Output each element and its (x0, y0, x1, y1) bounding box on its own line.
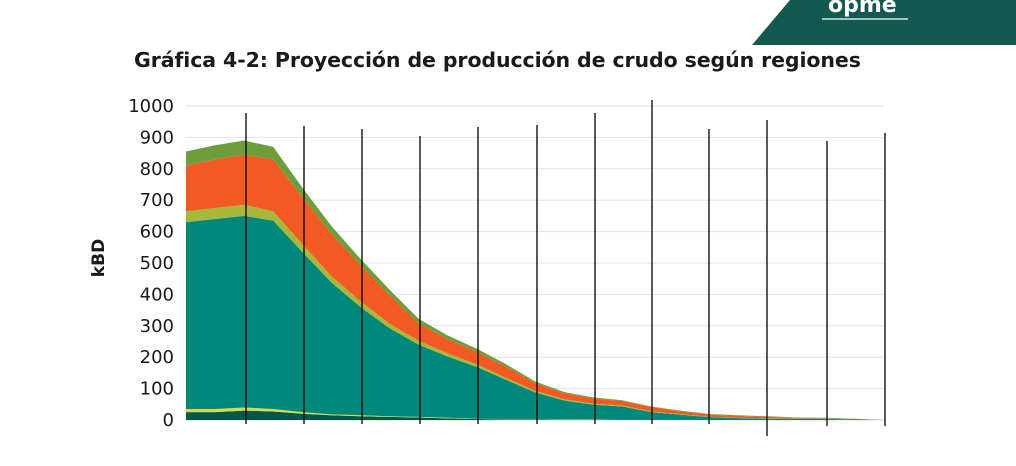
y-tick-label: 100 (140, 379, 174, 400)
y-tick-label: 300 (140, 316, 174, 337)
y-tick-layer: 0 100 200 300 400 500 600 700 800 900 1000 (128, 96, 174, 431)
y-tick-label: 400 (140, 284, 174, 305)
y-tick-label: 0 (163, 410, 174, 431)
y-tick-label: 700 (140, 190, 174, 211)
y-tick-label: 900 (140, 127, 174, 148)
area-series-3 (186, 215, 884, 420)
y-axis-label: kBD (89, 239, 109, 277)
y-tick-label: 600 (140, 222, 174, 243)
y-tick-label: 800 (140, 159, 174, 180)
area-layer (186, 140, 884, 421)
chart-title: Gráfica 4-2: Proyección de producción de… (134, 48, 861, 72)
y-tick-label: 1000 (128, 96, 174, 117)
y-tick-label: 200 (140, 347, 174, 368)
vertical-line-layer (245, 100, 886, 436)
opme-logo-banner: opme (752, 0, 1016, 45)
area-series-2 (186, 407, 884, 420)
logo-banner-shape (752, 0, 1016, 45)
area-series-1 (186, 410, 884, 420)
y-tick-label: 500 (140, 253, 174, 274)
logo-subtitle-line (822, 18, 908, 20)
logo-text: opme (828, 0, 897, 18)
area-series-5 (186, 154, 884, 421)
